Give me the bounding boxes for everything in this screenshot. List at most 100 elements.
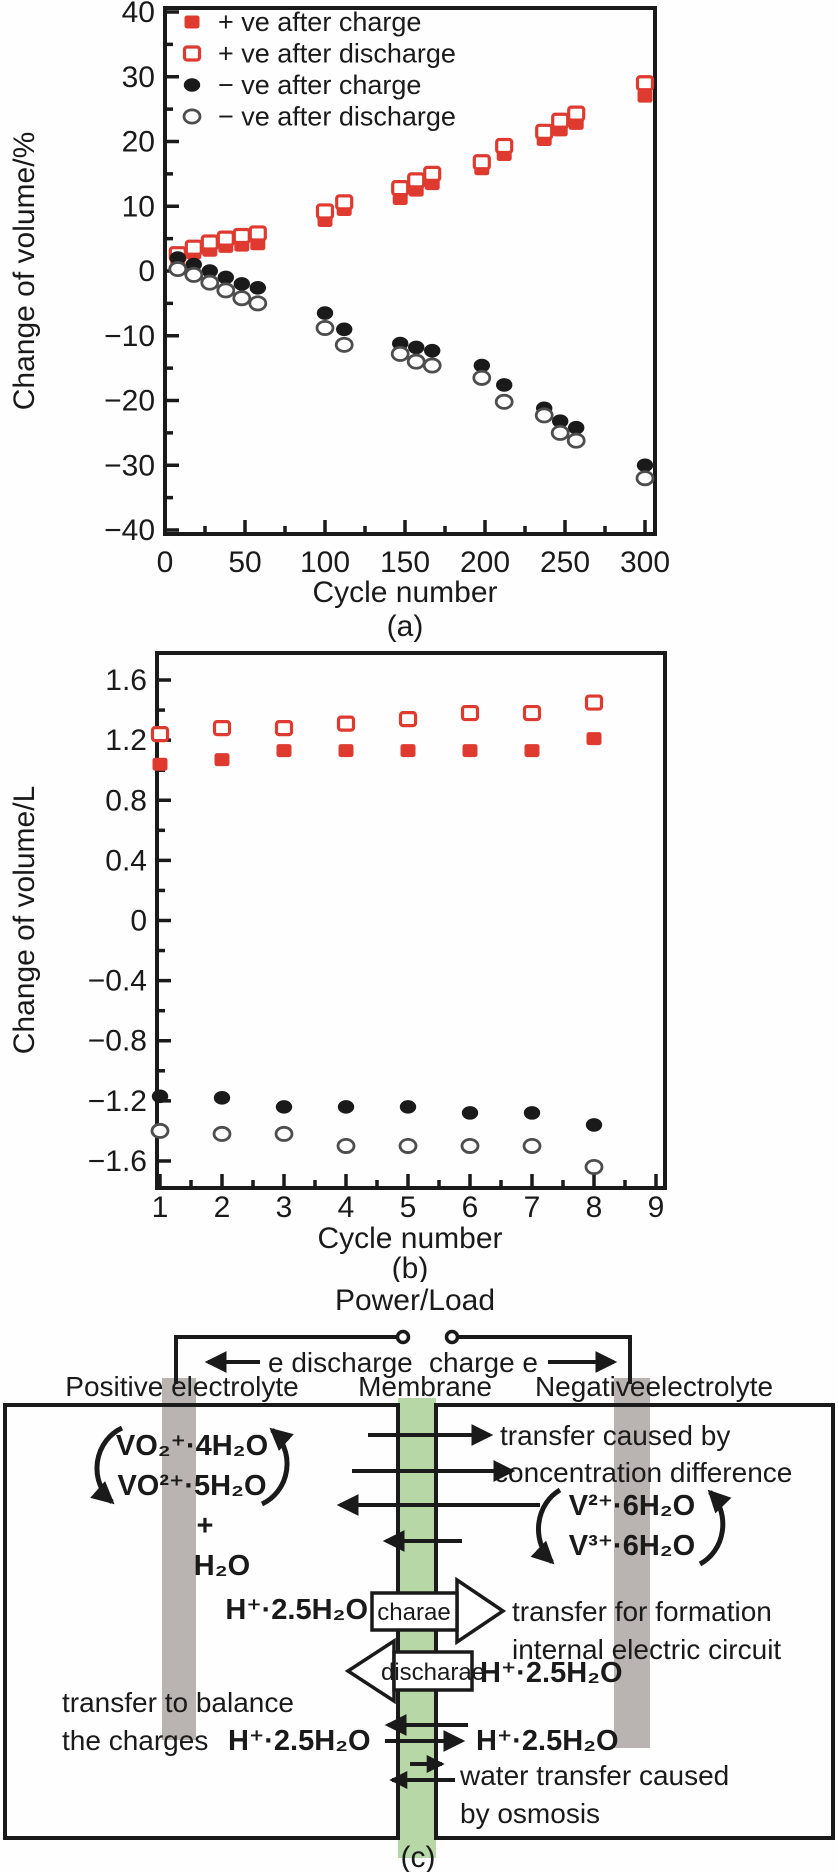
terminal-left-icon [395,1329,411,1345]
data-point [182,108,202,125]
charge-block-arrow-label: charae [377,1599,450,1626]
data-point [338,744,354,758]
data-point [407,172,426,189]
data-point [584,694,604,711]
data-point [567,105,586,122]
transfer-concentration-line2: concentration difference [494,1457,792,1488]
data-point [568,420,585,435]
data-point [423,165,442,182]
data-point [534,407,554,424]
data-point [535,123,554,140]
data-point [168,261,188,278]
x-tick-label: 150 [380,546,430,579]
osmosis-line2: by osmosis [460,1798,600,1829]
data-point [151,1089,169,1104]
data-point [336,715,356,732]
data-point [213,1091,231,1105]
series-square-filled [152,732,602,771]
data-point [496,378,513,392]
y-tick-label: 1.6 [105,664,147,697]
data-point [636,458,654,473]
y-tick-label: 0 [130,905,147,938]
charge-block-arrowhead-icon [455,1576,507,1646]
x-tick-label: 6 [462,1191,479,1224]
negative-electrode-bar [614,1378,650,1748]
data-point [184,15,200,29]
x-tick-label: 3 [276,1191,293,1224]
data-point [216,230,235,247]
series-square-open [150,694,604,743]
data-point [460,1137,480,1154]
power-load-label: Power/Load [335,1284,495,1317]
balance-line1: transfer to balance [62,1687,294,1718]
data-point [184,239,203,256]
discharge-block-arrow-label: discharae [381,1659,485,1686]
x-tick-label: 2 [214,1191,231,1224]
positive-electrode-bar [162,1378,196,1740]
positive-species-2: VO²⁺·5H₂O [117,1470,266,1502]
chart-b-x-axis-label: Cycle number [317,1222,502,1255]
y-tick-label: −0.4 [88,965,147,998]
data-point [637,89,653,103]
negative-cycle-arrow-right [698,1489,732,1567]
y-tick-label: 0.4 [105,844,147,877]
water-label: H₂O [194,1550,250,1582]
legend: + ve after charge+ ve after discharge− v… [182,7,456,132]
data-point [586,732,602,746]
data-point [494,393,514,410]
data-point [336,322,353,337]
data-point [460,704,480,722]
data-point [276,744,292,758]
diagram-caption: (c) [401,1841,436,1872]
x-tick-label: 7 [524,1191,541,1224]
data-point [408,340,425,355]
chart-b-caption: (b) [392,1252,429,1282]
data-point [200,234,219,251]
y-tick-label: −40 [104,514,155,547]
data-point [315,319,335,336]
data-point [274,720,294,737]
x-tick-label: 5 [400,1191,417,1224]
data-point [152,757,168,771]
chart-a-caption: (a) [387,610,424,643]
data-point [585,1118,603,1132]
y-tick-label: −1.2 [88,1085,147,1118]
y-tick-label: −10 [104,320,155,353]
y-tick-label: −0.8 [88,1025,147,1058]
data-point [249,281,266,295]
series-circle-filled [151,1089,603,1132]
balance-line2: the charges [62,1725,208,1756]
chart-b-y-axis-label: Change of volume/L [8,786,41,1055]
data-point [274,1125,294,1142]
data-point [336,1137,356,1154]
data-point [400,744,416,758]
data-point [232,290,252,307]
data-point [182,45,202,62]
data-point [462,744,478,758]
x-tick-label: 0 [157,546,174,579]
x-tick-label: 200 [460,546,510,579]
data-point [522,704,542,722]
data-point [472,369,492,386]
proton-right-discharge-label: H⁺·2.5H₂O [480,1657,623,1689]
positive-cycle-arrow-right [260,1427,294,1507]
data-point [522,1137,542,1154]
x-tick-label: 300 [620,546,670,579]
y-tick-label: 20 [122,126,155,159]
data-point [334,336,354,353]
data-point [233,277,250,291]
data-point [212,720,232,737]
data-point [232,227,251,245]
data-point [406,353,426,370]
data-point [316,306,334,320]
data-point [248,295,268,312]
y-tick-label: −30 [104,449,155,482]
data-point [472,154,491,171]
transfer-formation-line1: transfer for formation [512,1596,772,1627]
series-circle-open [168,261,655,487]
data-point [424,343,441,358]
y-tick-label: 40 [122,0,155,29]
data-point [422,357,442,374]
data-point [398,1137,418,1154]
